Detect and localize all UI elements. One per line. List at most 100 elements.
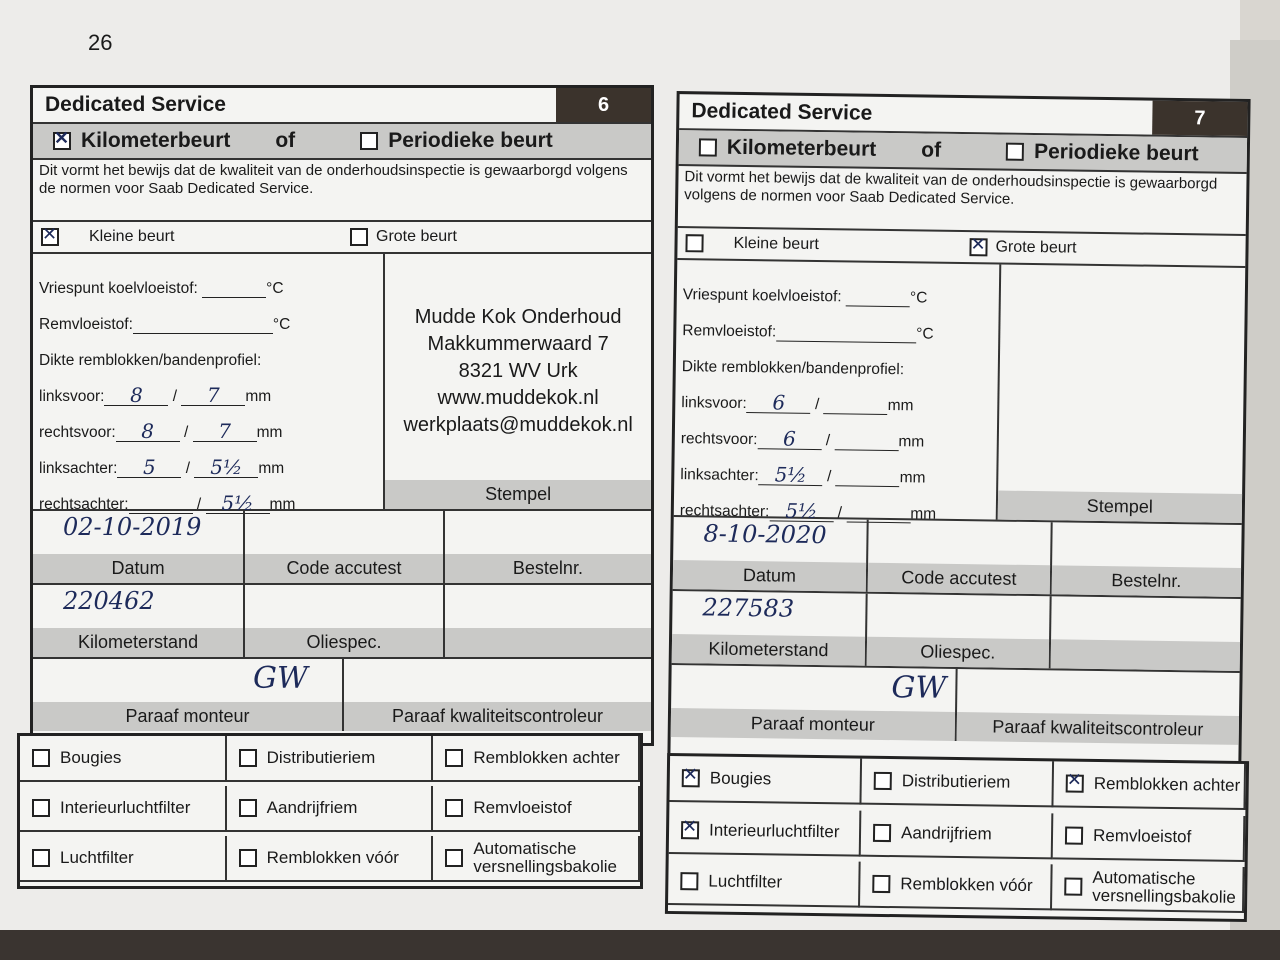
checklist-label: Remblokken achter [473, 748, 620, 767]
kleine-beurt-label: Kleine beurt [89, 228, 175, 245]
checklist-item-checkbox[interactable] [32, 749, 50, 767]
grote-beurt-label: Grote beurt [376, 228, 457, 245]
checklist-item[interactable]: Luchtfilter [668, 859, 861, 908]
stamp-label: Stempel [385, 480, 651, 509]
checklist-item[interactable]: Interieurluchtfilter [668, 807, 862, 857]
checklist-item-checkbox[interactable] [445, 849, 464, 867]
kilometerbeurt-checkbox[interactable] [53, 128, 71, 150]
checklist-item[interactable]: Aandrijfriem [860, 810, 1054, 859]
checklist-item-checkbox[interactable] [872, 875, 891, 894]
kleine-beurt-label: Kleine beurt [733, 234, 820, 254]
checklist-item[interactable]: Luchtfilter [20, 836, 227, 882]
kleine-beurt-checkbox[interactable] [41, 224, 59, 246]
checklist-item[interactable]: Remblokken achter [1053, 761, 1247, 811]
checklist-item[interactable]: Remblokken vóór [226, 836, 434, 882]
checklist-item-checkbox[interactable] [238, 799, 257, 817]
checklist-label: Remblokken vóór [900, 874, 1033, 896]
checklist-item-checkbox[interactable] [1064, 877, 1083, 897]
checklist-item-checkbox[interactable] [445, 749, 464, 767]
checklist-label: Automatische versnellingsbakolie [1092, 868, 1236, 908]
checklist-item-checkbox[interactable] [445, 799, 464, 817]
brake-pad-value[interactable]: 6 [746, 390, 811, 415]
kilometerstand-value[interactable]: 227583 [702, 593, 795, 623]
checklist-label: Interieurluchtfilter [708, 820, 840, 842]
grote-beurt-label: Grote beurt [995, 238, 1077, 257]
card-title: Dedicated Service [45, 93, 226, 116]
vriespunt-label: Vriespunt koelvloeistof: [682, 286, 842, 306]
checklist-item-checkbox[interactable] [238, 749, 257, 767]
datum-value[interactable]: 8-10-2020 [703, 519, 827, 550]
tyre-profile-value[interactable]: 7 [192, 421, 257, 442]
checklist-label: Luchtfilter [708, 871, 783, 892]
datum-value[interactable]: 02-10-2019 [63, 513, 202, 541]
unit: mm [898, 433, 925, 451]
paraaf-monteur-label: Paraaf monteur [33, 702, 342, 731]
accutest-label: Code accutest [245, 554, 443, 583]
checklist-item-checkbox[interactable] [680, 872, 699, 891]
checklist-item[interactable]: Automatische versnellingsbakolie [433, 836, 640, 882]
checklist-item[interactable]: Remblokken vóór [860, 861, 1053, 911]
checklist-item[interactable]: Bougies [20, 736, 227, 782]
wheel-label: linksvoor: [681, 394, 747, 413]
stamp-line: 8321 WV Urk [458, 360, 578, 382]
checklist-item-checkbox[interactable] [32, 849, 50, 867]
brake-pad-value[interactable] [128, 513, 193, 514]
checklist-item[interactable]: Automatische versnellingsbakolie [1051, 864, 1245, 914]
remvloeistof-label: Remvloeistof: [682, 322, 777, 341]
stamp-label: Stempel [997, 490, 1243, 523]
card-title: Dedicated Service [691, 99, 873, 125]
checklist-item[interactable]: Remblokken achter [433, 736, 640, 782]
tyre-profile-value[interactable]: 7 [181, 385, 246, 406]
monteur-signature: GW [891, 670, 947, 706]
kilometerstand-label: Kilometerstand [33, 628, 244, 657]
periodieke-beurt-checkbox[interactable] [360, 132, 379, 150]
wheel-row: linksachter: 5 / 5½ mm [39, 455, 285, 479]
kilometerbeurt-checkbox[interactable] [698, 138, 718, 157]
brake-pad-value[interactable]: 6 [757, 427, 822, 451]
unit: °C [909, 289, 928, 307]
accutest-label: Code accutest [867, 562, 1050, 595]
stamp-address [998, 265, 1245, 494]
checklist-item-checkbox[interactable] [872, 823, 892, 842]
unit: °C [916, 325, 934, 343]
checklist-item-checkbox[interactable] [1065, 774, 1084, 793]
checklist-label: Remvloeistof [473, 798, 572, 817]
checklist-label: Aandrijfriem [900, 822, 992, 844]
vriespunt-field[interactable] [202, 297, 267, 298]
checklist-label: Distributieriem [266, 748, 376, 767]
wheel-label: rechtsvoor: [39, 424, 116, 441]
checklist-item-checkbox[interactable] [680, 820, 700, 840]
datum-label: Datum [33, 554, 244, 583]
grote-beurt-checkbox[interactable] [350, 228, 368, 246]
remvloeistof-field[interactable] [132, 333, 273, 334]
checklist-item[interactable]: Remvloeistof [433, 786, 640, 832]
checklist-item[interactable]: Aandrijfriem [226, 786, 434, 832]
periodieke-beurt-checkbox[interactable] [1005, 142, 1025, 161]
brake-pad-value[interactable]: 5½ [758, 462, 823, 487]
background [0, 930, 1280, 960]
bestelnr-label: Bestelnr. [444, 554, 651, 583]
wheel-label: linksvoor: [39, 388, 105, 405]
brake-pad-value[interactable]: 8 [115, 421, 180, 442]
tyre-profile-value[interactable]: 5½ [205, 493, 270, 514]
unit: °C [266, 280, 284, 297]
checklist-item-checkbox[interactable] [1064, 826, 1084, 845]
checklist-item-checkbox[interactable] [32, 799, 50, 817]
stamp-address: Mudde Kok Onderhoud Makkummerwaard 7 8321 … [385, 254, 651, 480]
brake-pad-value[interactable]: 5 [117, 457, 182, 478]
kilometerstand-value[interactable]: 220462 [63, 587, 155, 615]
checklist-item-checkbox[interactable] [238, 849, 257, 867]
checklist-item[interactable]: Distributieriem [226, 736, 434, 782]
stamp-line: werkplaats@muddekok.nl [403, 414, 633, 436]
checklist-item[interactable]: Remvloeistof [1052, 812, 1246, 862]
brake-pad-value[interactable]: 8 [104, 385, 169, 406]
checklist-item[interactable]: Bougies [669, 755, 863, 805]
tyre-profile-value[interactable]: 5½ [194, 457, 259, 478]
checklist-item-checkbox[interactable] [873, 771, 892, 791]
checklist-item[interactable]: Distributieriem [861, 758, 1055, 808]
checklist-item[interactable]: Interieurluchtfilter [20, 786, 227, 832]
checklist-item-checkbox[interactable] [681, 769, 700, 788]
grote-beurt-checkbox[interactable] [969, 238, 988, 257]
kleine-beurt-checkbox[interactable] [685, 234, 704, 253]
of-label: of [921, 138, 942, 162]
